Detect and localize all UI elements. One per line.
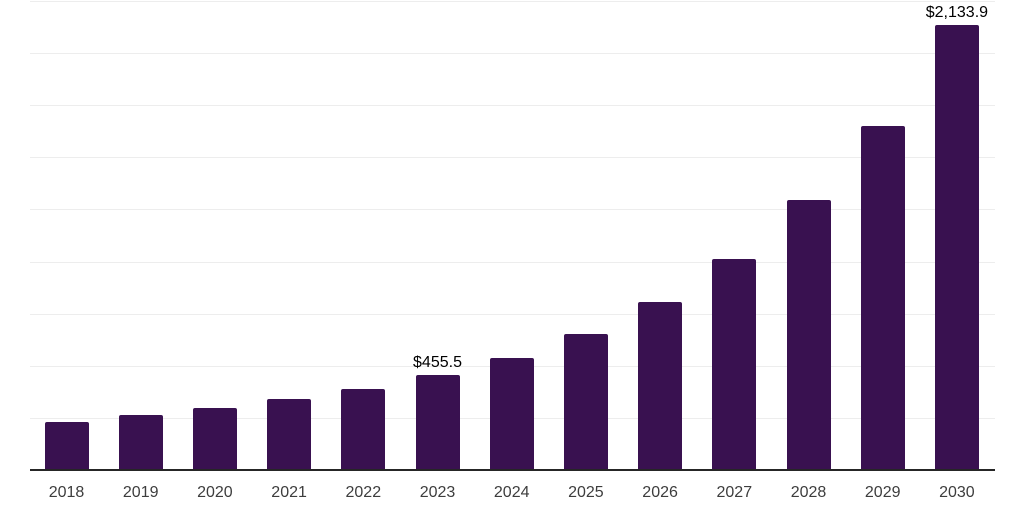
x-tick-label-2019: 2019 <box>122 484 159 501</box>
x-tick-label-2026: 2026 <box>642 484 678 501</box>
bar-2026 <box>638 301 683 470</box>
bar-2025 <box>563 334 608 470</box>
bar-2022 <box>341 388 386 470</box>
bar-2027 <box>712 259 757 470</box>
x-tick-label-2020: 2020 <box>197 484 233 501</box>
x-tick-label-2027: 2027 <box>716 484 753 501</box>
gridline <box>30 1 995 2</box>
x-tick-label-2018: 2018 <box>48 484 85 501</box>
x-tick-label-2024: 2024 <box>493 484 530 501</box>
bar-2018 <box>44 421 89 470</box>
x-tick-label-2029: 2029 <box>864 484 901 501</box>
data-label-2023: $455.5 <box>413 354 462 372</box>
bar-2021 <box>267 399 312 470</box>
bar-2024 <box>489 357 534 470</box>
bar-2029 <box>860 125 905 470</box>
plot-area: $455.5 $2,133.9 <box>30 1 995 471</box>
x-tick-label-2030: 2030 <box>939 484 975 501</box>
bar-2020 <box>192 408 237 470</box>
bar-2030 <box>934 25 979 470</box>
gridline <box>30 313 995 315</box>
x-tick-label-2023: 2023 <box>419 484 456 501</box>
data-label-2030: $2,133.9 <box>925 4 989 22</box>
x-tick-label-2025: 2025 <box>568 484 604 501</box>
gridline <box>30 53 995 55</box>
x-axis-line <box>30 469 995 471</box>
bar-2023 <box>415 375 460 470</box>
x-tick-label-2022: 2022 <box>345 484 382 501</box>
gridline <box>30 209 995 211</box>
bar-2028 <box>786 199 831 470</box>
gridline <box>30 261 995 263</box>
bar-2019 <box>118 414 163 470</box>
x-tick-label-2028: 2028 <box>790 484 827 501</box>
gridline <box>30 157 995 159</box>
x-tick-label-2021: 2021 <box>271 484 307 501</box>
gridline <box>30 105 995 107</box>
